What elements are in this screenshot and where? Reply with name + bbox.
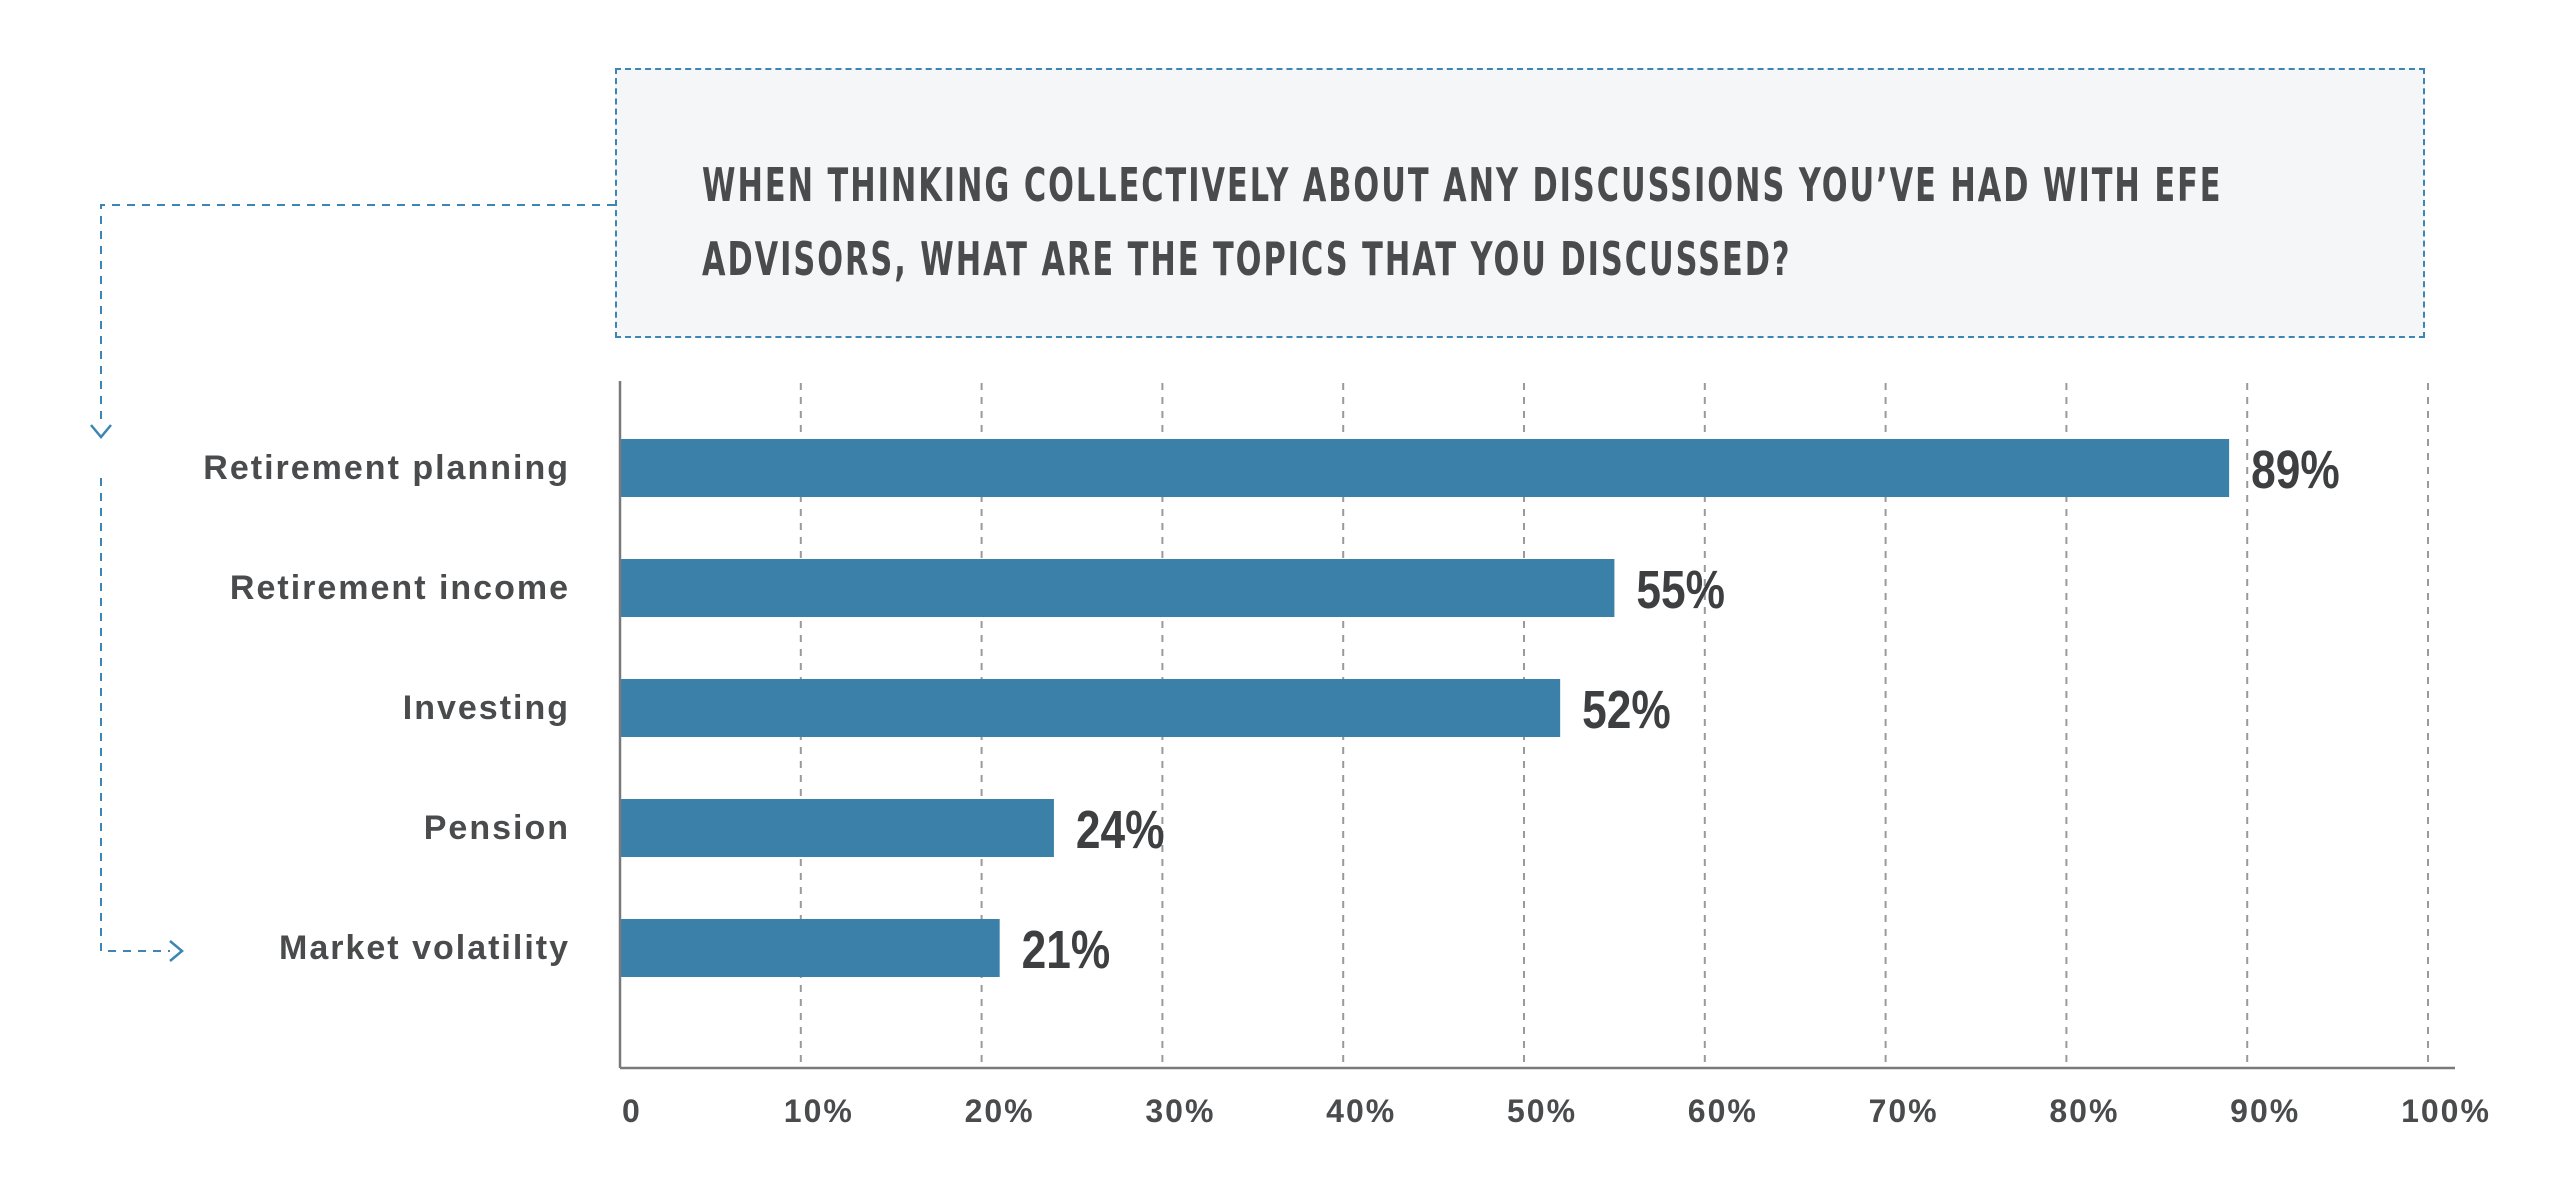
- x-tick-label: 90%: [2230, 1093, 2300, 1129]
- x-tick-label: 40%: [1326, 1093, 1396, 1129]
- x-tick-label: 30%: [1145, 1093, 1215, 1129]
- bar: [620, 799, 1054, 857]
- connector-line-top: [100, 204, 615, 420]
- x-tick-label: 80%: [2049, 1093, 2119, 1129]
- labels: Retirement planning 89% Retirement income 5…: [203, 440, 2339, 980]
- bar: [620, 559, 1615, 617]
- data-label: 21%: [1022, 920, 1111, 980]
- chart-title: WHEN THINKING COLLECTIVELY ABOUT ANY DIS…: [702, 158, 2223, 286]
- category-label: Retirement income: [230, 569, 570, 607]
- data-label: 24%: [1076, 800, 1165, 860]
- category-label: Investing: [403, 689, 570, 727]
- x-tick-label: 50%: [1507, 1093, 1577, 1129]
- x-tick-label: 0: [622, 1093, 642, 1129]
- x-tick-label: 100%: [2401, 1093, 2491, 1129]
- category-label: Pension: [424, 809, 570, 847]
- x-tick-label: 20%: [965, 1093, 1035, 1129]
- category-label: Market volatility: [279, 929, 570, 967]
- x-tick-label: 60%: [1688, 1093, 1758, 1129]
- data-label: 89%: [2251, 440, 2340, 500]
- dashed-connector: [90, 204, 615, 962]
- x-tick-label: 70%: [1869, 1093, 1939, 1129]
- chevron-down-icon: [90, 424, 112, 439]
- bar: [620, 919, 1000, 977]
- connector-line-bottom: [100, 478, 170, 952]
- bars: [620, 439, 2230, 977]
- bar: [620, 439, 2230, 497]
- chart-title-box: WHEN THINKING COLLECTIVELY ABOUT ANY DIS…: [615, 68, 2425, 338]
- data-label: 52%: [1582, 680, 1671, 740]
- axes: 0 10% 20% 30% 40% 50% 60% 70% 80% 90% 100%: [618, 381, 2491, 1129]
- data-label: 55%: [1636, 560, 1725, 620]
- chevron-right-icon: [169, 940, 184, 962]
- category-label: Retirement planning: [203, 449, 570, 487]
- x-tick-label: 10%: [784, 1093, 854, 1129]
- bar: [620, 679, 1561, 737]
